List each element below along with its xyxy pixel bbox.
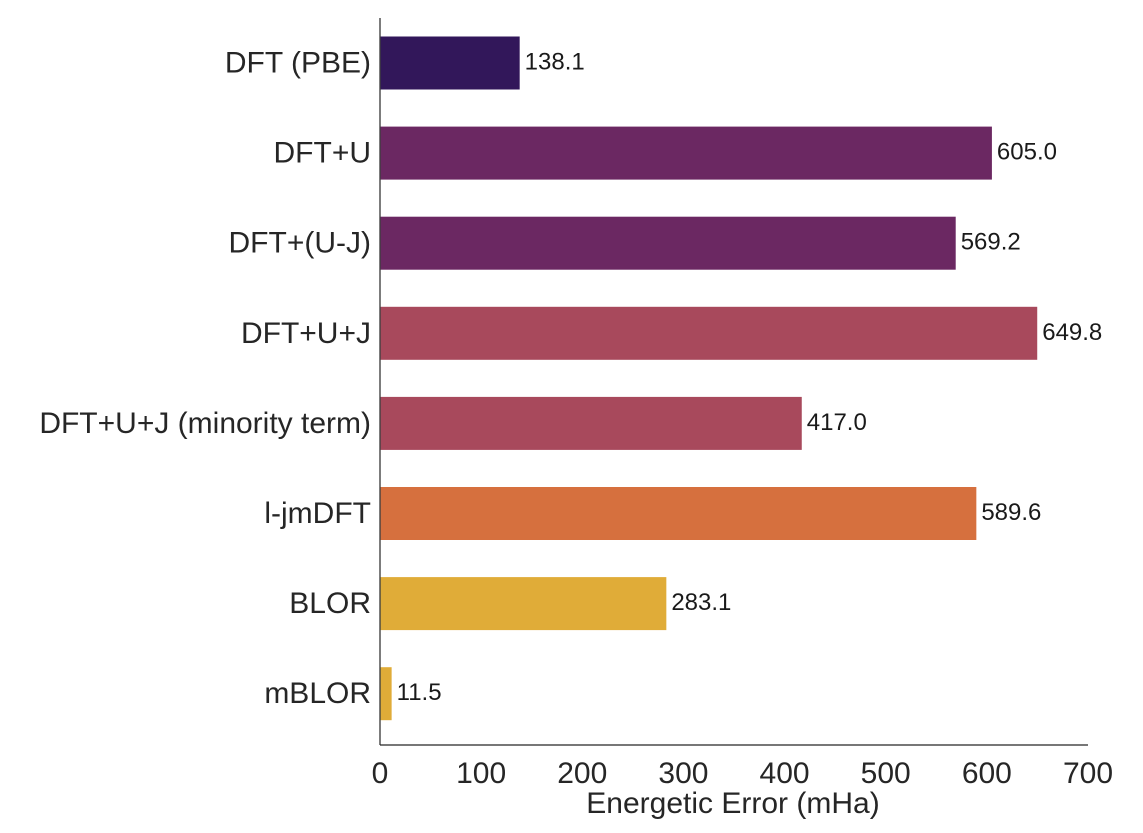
x-tick-label-700: 700: [1063, 757, 1113, 790]
category-label-dft-u-j: DFT+U+J: [241, 317, 371, 350]
bar-dft-u: [380, 126, 992, 180]
value-label-dft-pbe: 138.1: [525, 49, 585, 76]
bar-dft-u-j: [380, 306, 1038, 360]
category-label-dft-u: DFT+U: [274, 137, 372, 170]
x-tick-label-600: 600: [962, 757, 1012, 790]
x-tick-label-300: 300: [658, 757, 708, 790]
value-label-dft-u: 605.0: [997, 139, 1057, 166]
x-axis-ticks: 0 100 200 300 400 500 600 700: [372, 757, 1113, 790]
bar-dft-u-j-minority-term: [380, 396, 802, 450]
bars-group: [380, 36, 1038, 721]
category-label-mblor: mBLOR: [264, 677, 371, 710]
x-tick-label-200: 200: [557, 757, 607, 790]
category-label-dft-pbe: DFT (PBE): [225, 47, 371, 80]
category-labels: DFT (PBE) DFT+U DFT+(U-J) DFT+U+J DFT+U+J (m…: [39, 47, 371, 711]
value-label-l-jmdft: 589.6: [981, 499, 1041, 526]
value-label-mblor: 11.5: [397, 679, 442, 706]
x-axis-title: Energetic Error (mHa): [586, 787, 879, 820]
value-label-dft-u-j-minority-term: 417.0: [807, 409, 867, 436]
x-tick-label-400: 400: [760, 757, 810, 790]
value-labels: 138.1 605.0 569.2 649.8 417.0 589.6 283.1 11.5: [397, 49, 1103, 707]
bar-mblor: [380, 667, 392, 721]
category-label-l-jmdft: l-jmDFT: [264, 497, 371, 530]
bar-l-jmdft: [380, 487, 977, 540]
value-label-blor: 283.1: [671, 589, 731, 616]
bar-dft-u-j: [380, 216, 956, 270]
value-label-dft-u-j: 649.8: [1042, 319, 1102, 346]
category-label-blor: BLOR: [289, 587, 371, 620]
bar-dft-pbe: [380, 36, 520, 90]
x-tick-label-500: 500: [861, 757, 911, 790]
bar-blor: [380, 577, 667, 631]
x-tick-label-0: 0: [372, 757, 389, 790]
x-tick-label-100: 100: [456, 757, 506, 790]
category-label-dft-u-j-minority-term: DFT+U+J (minority term): [39, 407, 371, 440]
value-label-dft-u-j: 569.2: [961, 229, 1021, 256]
category-label-dft-u-j: DFT+(U-J): [229, 227, 371, 260]
